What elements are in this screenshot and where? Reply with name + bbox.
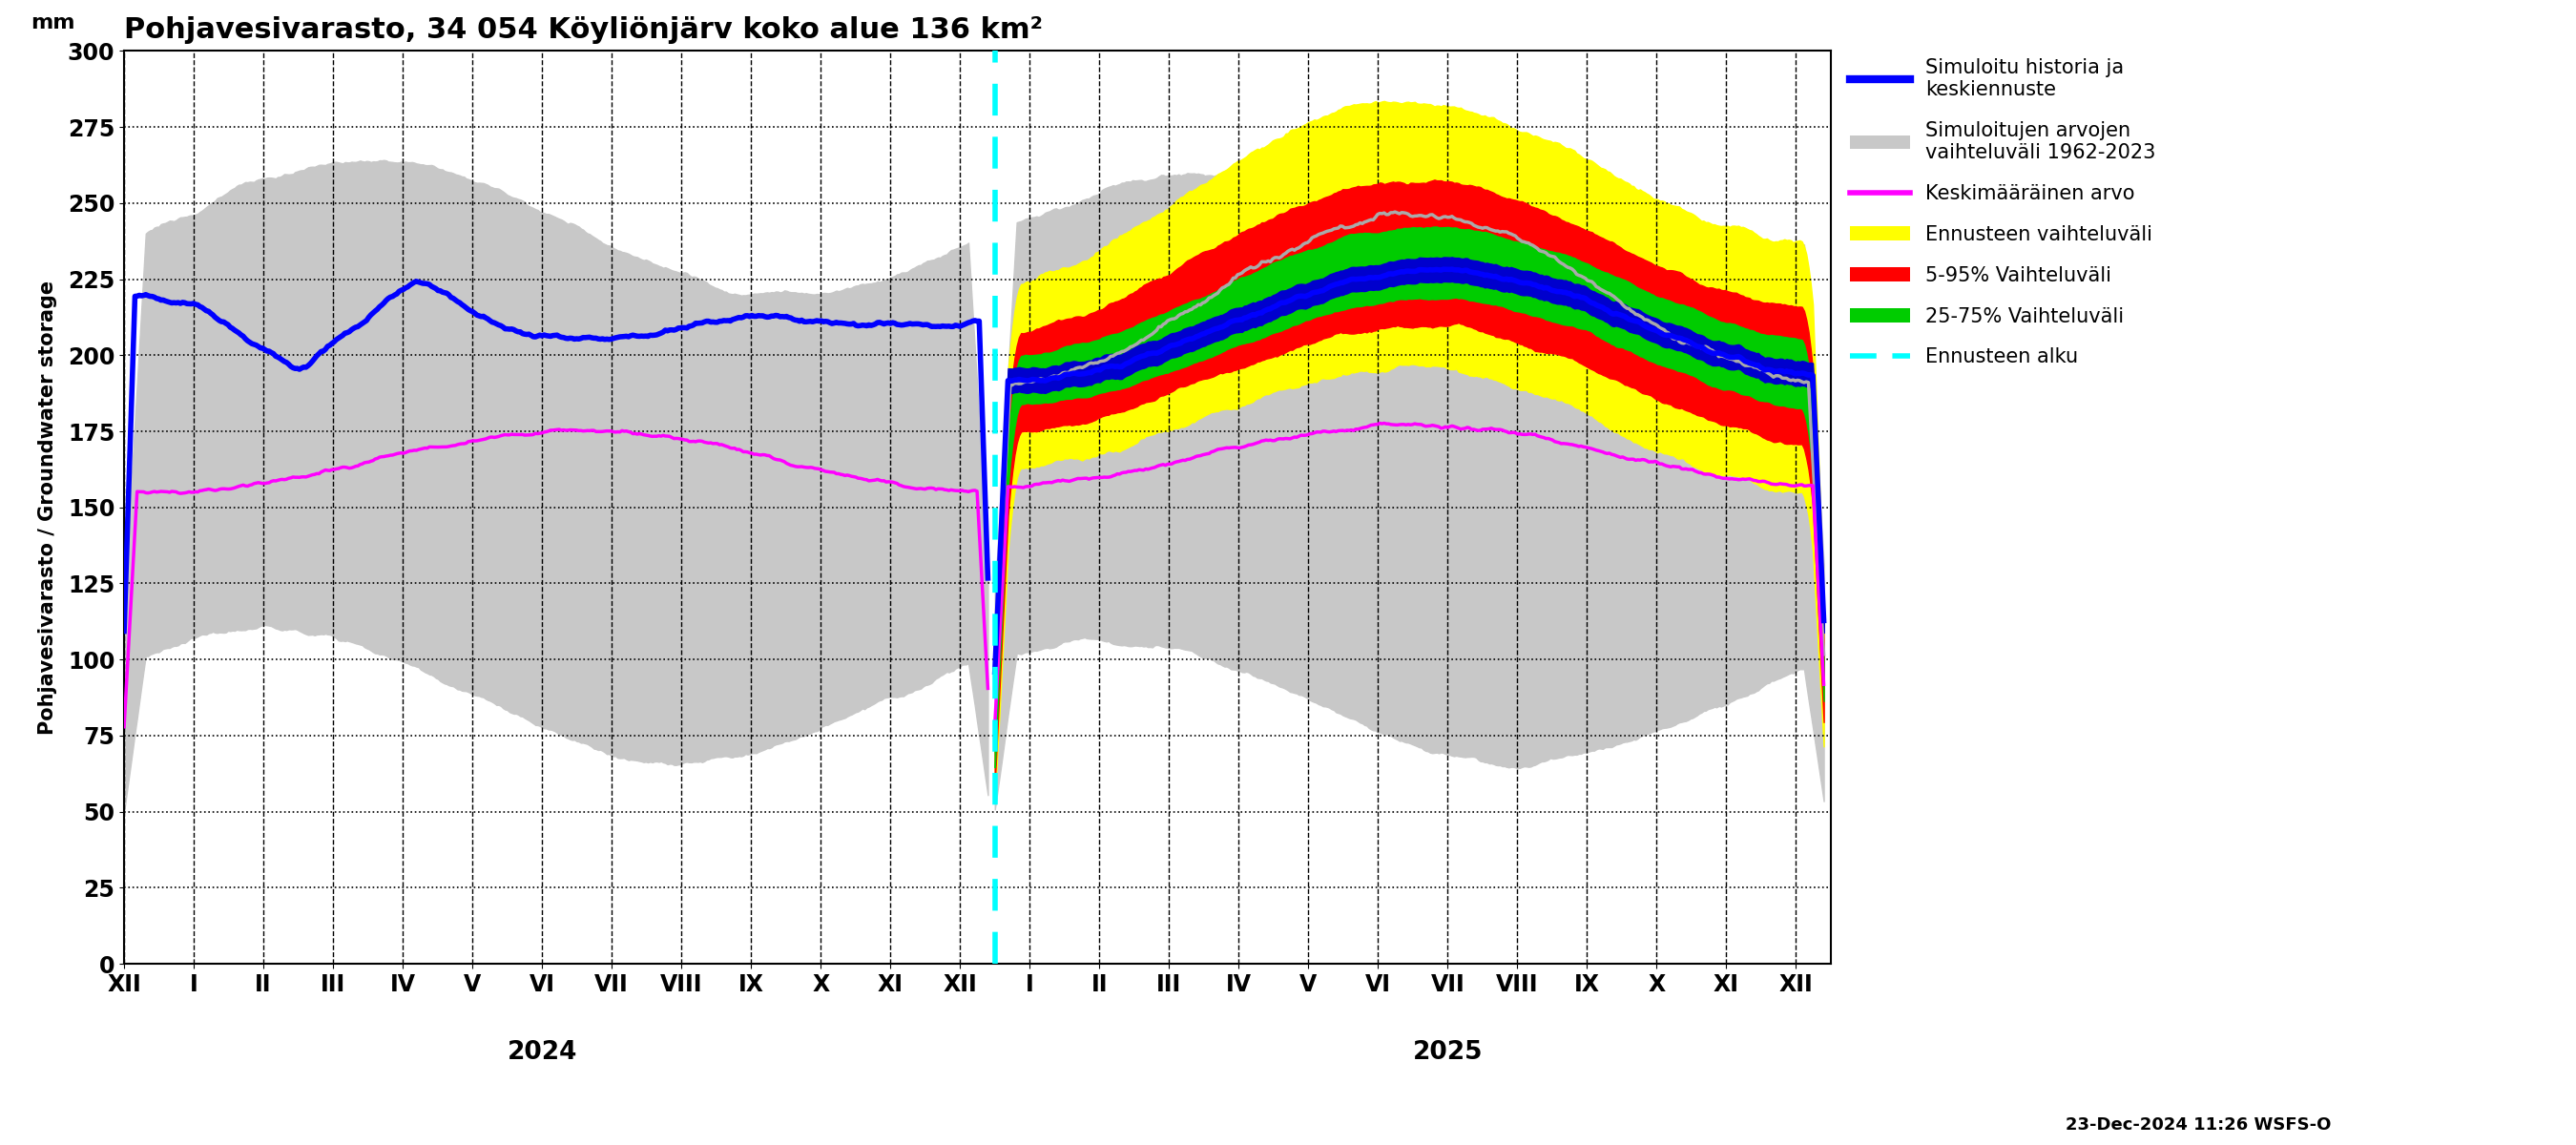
Legend: Simuloitu historia ja
keskiennuste, Simuloitujen arvojen
vaihteluväli 1962-2023,: Simuloitu historia ja keskiennuste, Simu… <box>1844 52 2161 373</box>
Text: 23-Dec-2024 11:26 WSFS-O: 23-Dec-2024 11:26 WSFS-O <box>2066 1116 2331 1134</box>
Text: mm: mm <box>31 14 75 33</box>
Y-axis label: Pohjavesivarasto / Groundwater storage: Pohjavesivarasto / Groundwater storage <box>39 281 57 735</box>
Text: 2024: 2024 <box>507 1040 577 1065</box>
Text: Pohjavesivarasto, 34 054 Köyliönjärv koko alue 136 km²: Pohjavesivarasto, 34 054 Köyliönjärv kok… <box>124 16 1043 44</box>
Text: 2025: 2025 <box>1412 1040 1484 1065</box>
